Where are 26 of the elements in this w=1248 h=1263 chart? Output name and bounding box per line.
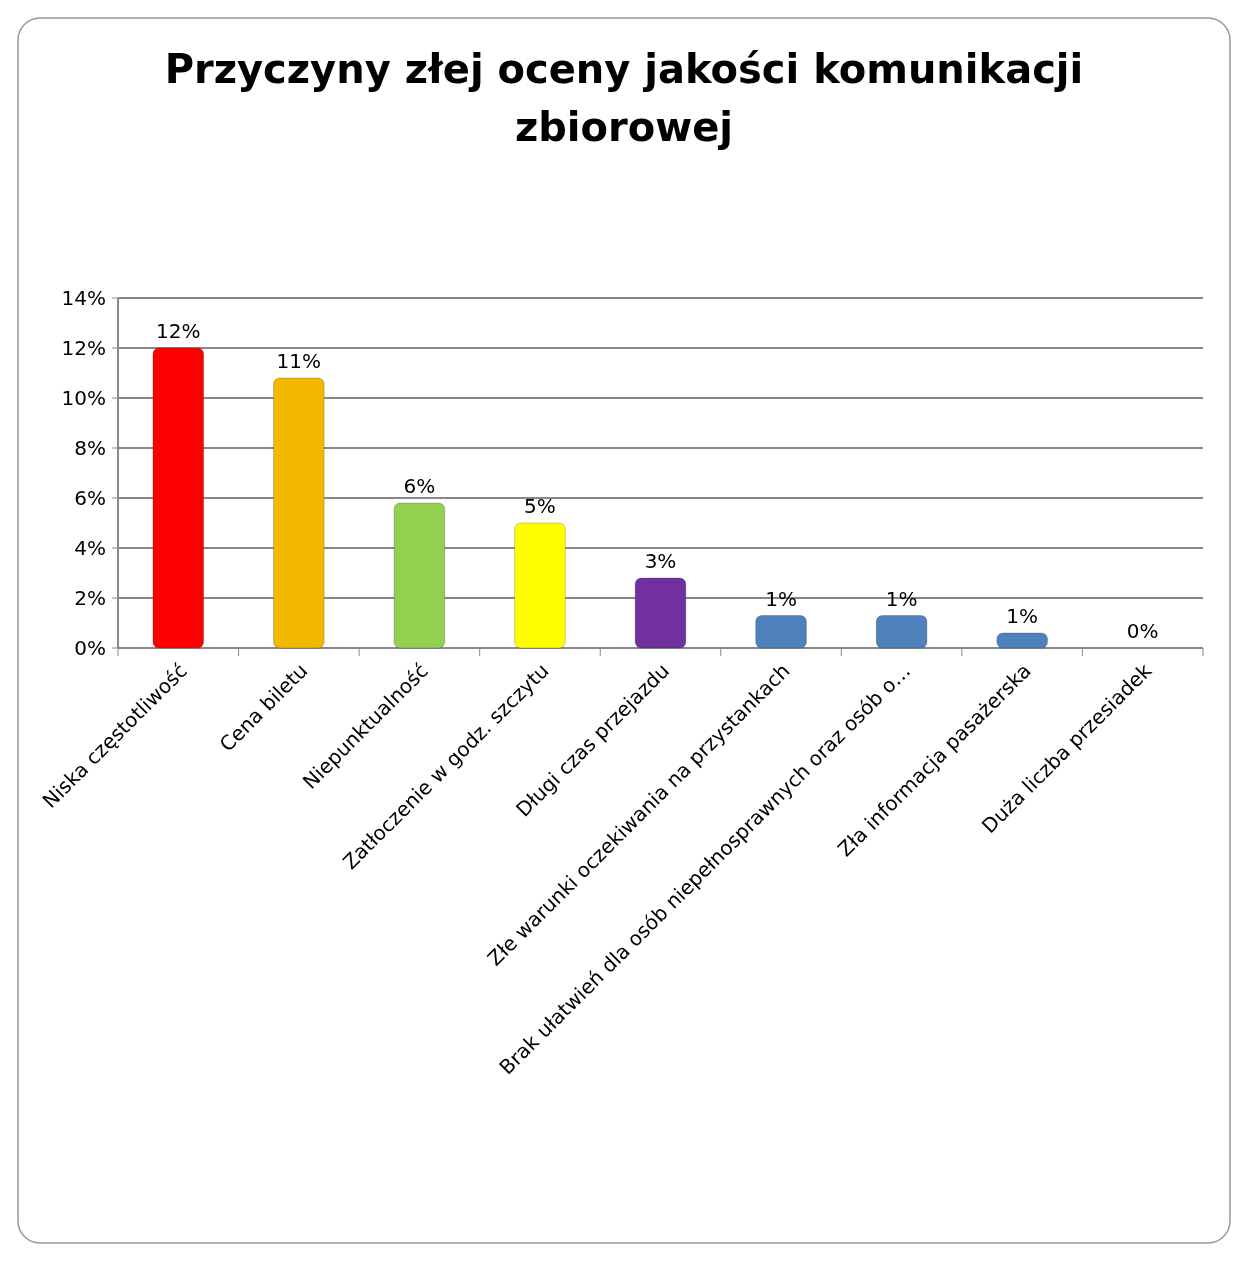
data-label: 0% xyxy=(1126,619,1159,643)
bar xyxy=(755,615,807,649)
bar xyxy=(273,377,325,649)
y-tick-label: 12% xyxy=(61,336,106,360)
bar xyxy=(996,632,1048,649)
data-label: 1% xyxy=(1006,604,1039,628)
bar xyxy=(634,577,687,649)
bar xyxy=(875,615,928,649)
data-label: 12% xyxy=(156,319,201,343)
y-tick-label: 8% xyxy=(74,436,106,460)
y-tick-label: 10% xyxy=(61,386,106,410)
data-label: 5% xyxy=(524,494,556,518)
data-label: 11% xyxy=(276,349,322,373)
y-tick-label: 0% xyxy=(74,636,106,660)
bar xyxy=(514,522,566,649)
y-tick-label: 6% xyxy=(74,486,106,510)
y-tick-label: 2% xyxy=(74,586,106,610)
data-label: 6% xyxy=(403,474,436,498)
data-label: 1% xyxy=(885,586,918,611)
y-tick-label: 4% xyxy=(74,536,106,560)
data-label: 1% xyxy=(765,586,797,611)
bar xyxy=(393,502,446,649)
y-tick-label: 14% xyxy=(61,286,106,310)
chart-title: Przyczyny złej oceny jakości komunikacji zbiorowej xyxy=(164,46,1084,150)
bar xyxy=(152,347,205,649)
data-label: 3% xyxy=(644,549,677,573)
